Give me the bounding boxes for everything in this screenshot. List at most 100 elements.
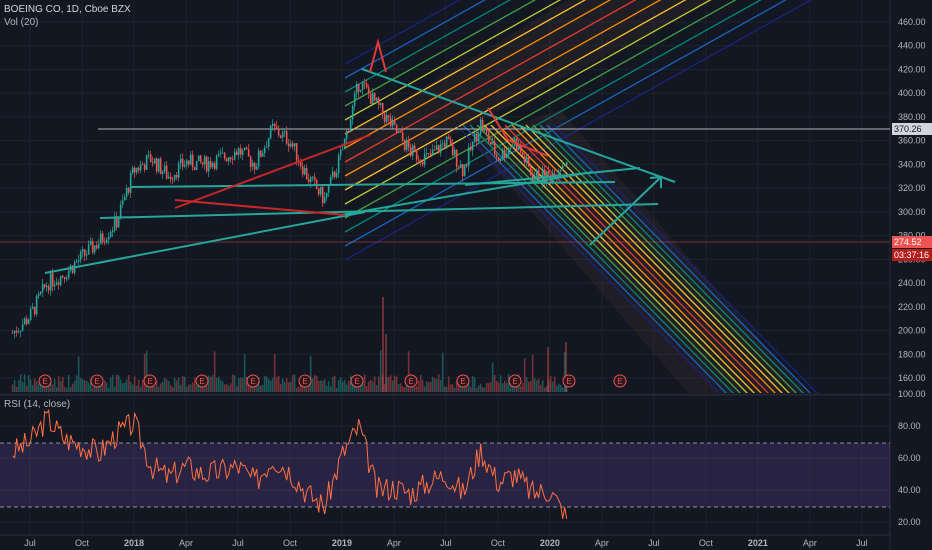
price-tick-label: 160.00: [898, 373, 926, 383]
candle-body: [221, 152, 224, 154]
volume-legend[interactable]: Vol (20): [4, 17, 39, 28]
earnings-marker-icon[interactable]: E: [508, 374, 522, 388]
volume-bar: [21, 382, 24, 392]
rsi-axis[interactable]: 100.00 80.00 60.00 40.00 20.00: [898, 389, 926, 527]
candle-body: [223, 152, 226, 159]
candle-body: [61, 275, 64, 278]
candle-body: [149, 154, 152, 163]
pitchfork-line: [490, 124, 755, 393]
volume-bar: [443, 386, 446, 392]
pitchfork-lower[interactable]: [455, 110, 900, 500]
candle-body: [345, 130, 348, 139]
volume-bar: [303, 384, 306, 392]
earnings-marker-icon[interactable]: E: [246, 374, 260, 388]
pitchfork-upper[interactable]: [344, 0, 900, 261]
candle-body: [161, 171, 164, 174]
volume-bar: [557, 383, 560, 392]
volume-bar: [301, 384, 304, 392]
volume-bar: [171, 387, 174, 392]
time-tick-label: Oct: [491, 538, 506, 548]
volume-bar: [161, 381, 164, 392]
candle-body: [349, 119, 352, 133]
volume-bar: [75, 375, 78, 392]
price-tick-label: 340.00: [898, 159, 926, 169]
price-tick-label: 360.00: [898, 136, 926, 146]
volume-bar: [221, 381, 224, 392]
trend-drawings[interactable]: [44, 38, 676, 274]
volume-bar: [103, 380, 106, 392]
volume-bar: [373, 376, 376, 392]
candle-body: [45, 286, 48, 288]
candle-body: [441, 143, 444, 145]
candle-body: [387, 115, 390, 118]
earnings-marker-icon[interactable]: E: [90, 374, 104, 388]
candle-body: [31, 306, 34, 309]
candle-body: [449, 139, 452, 145]
earnings-marker-icon[interactable]: E: [456, 374, 470, 388]
volume-bar: [287, 382, 290, 392]
candle-body: [487, 132, 490, 142]
candle-body: [157, 158, 160, 172]
earnings-marker-icon[interactable]: E: [38, 374, 52, 388]
candle-body: [201, 162, 204, 165]
volume-bar: [183, 376, 186, 392]
earnings-marker-icon[interactable]: E: [613, 374, 627, 388]
candle-body: [367, 87, 370, 94]
earnings-marker-icon[interactable]: E: [404, 374, 418, 388]
candle-body: [65, 278, 68, 280]
volume-bars: [11, 297, 568, 392]
time-axis[interactable]: Jul Oct 2018 Apr Jul Oct 2019 Apr Jul Oct 2020 Apr J…: [24, 538, 867, 548]
candle-body: [127, 187, 130, 193]
candle-body: [117, 217, 120, 228]
earnings-marker-icon[interactable]: E: [195, 374, 209, 388]
volume-bar: [261, 384, 264, 392]
volume-bar: [139, 386, 142, 392]
candle-body: [529, 166, 532, 175]
price-tick-label: 460.00: [898, 17, 926, 27]
volume-bar: [225, 384, 228, 392]
volume-bar: [449, 384, 452, 392]
candle-body: [355, 83, 358, 94]
candle-body: [415, 149, 418, 160]
earnings-marker-icon[interactable]: E: [350, 374, 364, 388]
symbol-legend[interactable]: BOEING CO, 1D, Cboe BZX: [4, 4, 131, 15]
candle-body: [251, 162, 254, 167]
candle-body: [483, 127, 486, 131]
svg-text:E: E: [617, 377, 622, 386]
candle-body: [15, 330, 18, 333]
svg-text:E: E: [302, 377, 307, 386]
volume-bar: [543, 387, 546, 392]
volume-bar: [43, 382, 46, 392]
time-tick-label: Jul: [440, 538, 452, 548]
trendline-rising-2: [339, 171, 593, 216]
candle-body: [79, 251, 82, 261]
earnings-marker-icon[interactable]: E: [298, 374, 312, 388]
candle-body: [113, 216, 116, 231]
volume-bar: [397, 384, 400, 392]
candle-body: [537, 170, 540, 182]
earnings-marker-icon[interactable]: E: [562, 374, 576, 388]
candle-body: [561, 165, 564, 170]
price-axis[interactable]: 460.00 440.00 420.00 400.00 380.00 360.00 340.…: [898, 17, 926, 383]
earnings-marker-icon[interactable]: E: [143, 374, 157, 388]
candle-body: [111, 230, 114, 232]
candle-body: [189, 154, 192, 165]
candle-body: [391, 119, 394, 127]
volume-bar: [45, 384, 48, 392]
candle-body: [523, 155, 526, 163]
rsi-legend[interactable]: RSI (14, close): [4, 399, 71, 410]
svg-text:E: E: [354, 377, 359, 386]
candle-body: [385, 115, 388, 123]
volume-bar: [113, 386, 116, 392]
volume-bar: [97, 383, 100, 392]
volume-bar: [17, 380, 20, 392]
price-tick-label: 380.00: [898, 112, 926, 122]
candle-body: [199, 155, 202, 163]
rsi-tick-label: 20.00: [898, 517, 921, 527]
candle-body: [81, 249, 84, 252]
volume-bar: [237, 378, 240, 392]
candle-body: [443, 143, 446, 148]
volume-bar: [63, 386, 66, 392]
